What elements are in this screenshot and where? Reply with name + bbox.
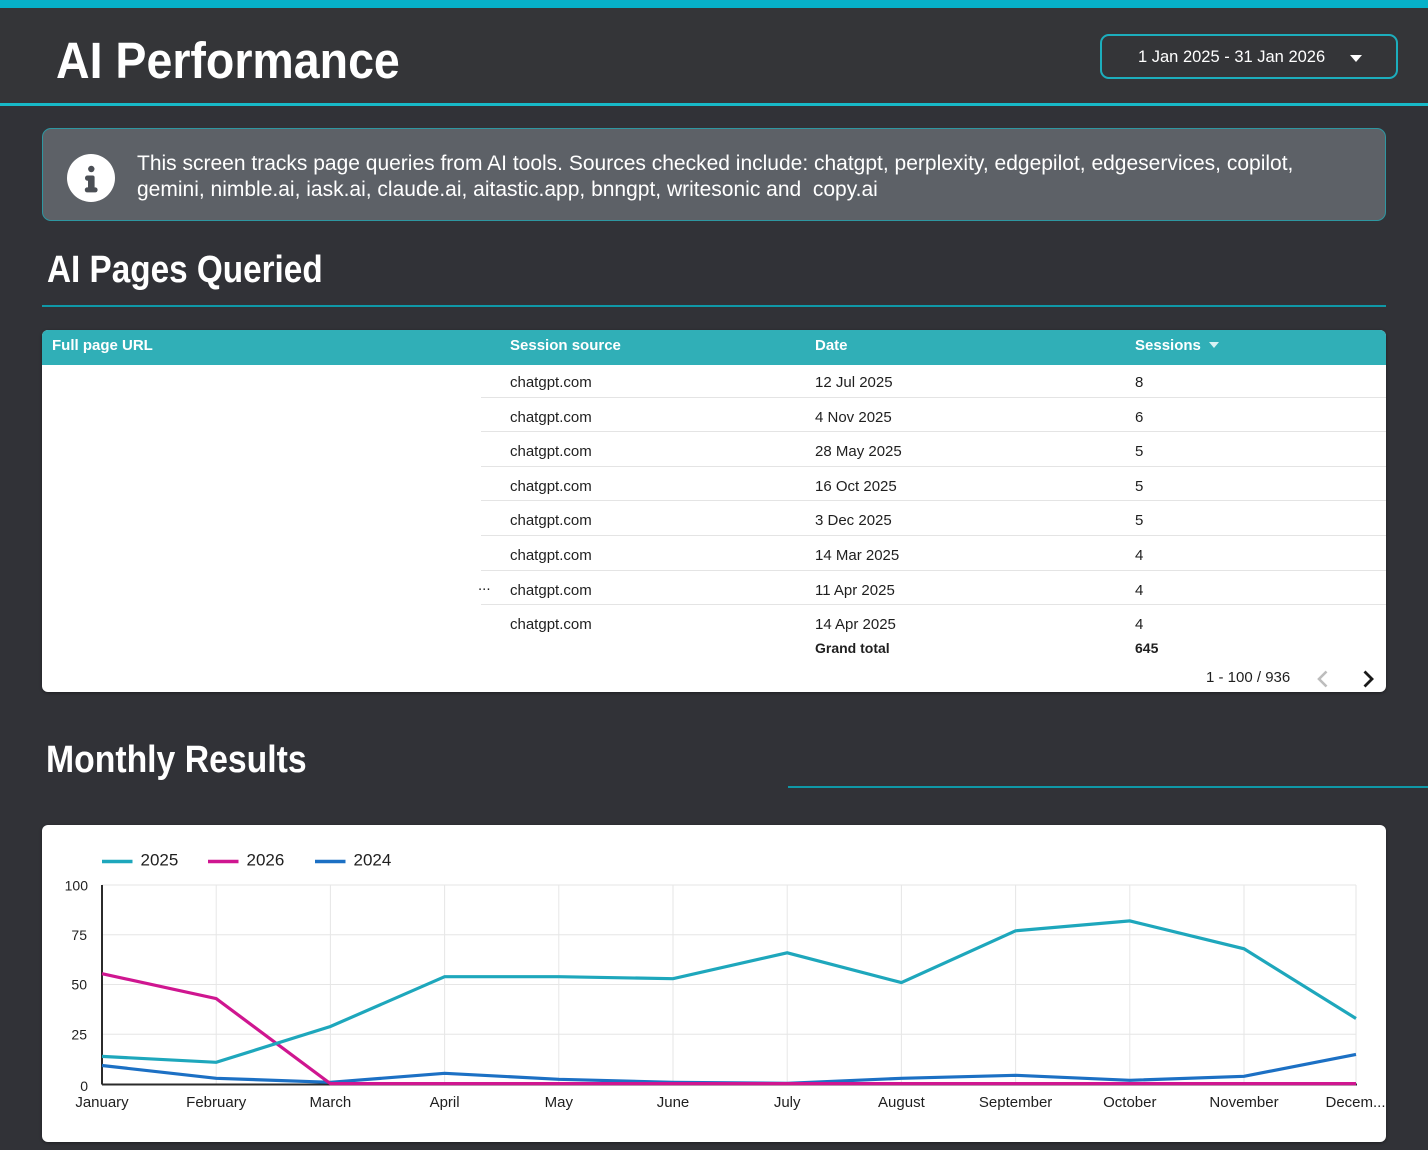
svg-text:100: 100 [65,878,89,894]
svg-text:July: July [774,1094,801,1111]
svg-text:2026: 2026 [247,851,285,870]
svg-text:August: August [878,1094,926,1111]
svg-text:February: February [186,1094,247,1111]
svg-text:November: November [1209,1094,1278,1111]
svg-text:Decem...: Decem... [1325,1094,1385,1111]
svg-text:25: 25 [71,1026,87,1042]
svg-text:January: January [75,1094,129,1111]
svg-text:2024: 2024 [354,851,392,870]
svg-text:September: September [979,1094,1052,1111]
svg-text:March: March [310,1094,352,1111]
svg-text:April: April [430,1094,460,1111]
svg-text:0: 0 [80,1078,88,1094]
svg-text:June: June [657,1094,690,1111]
svg-text:May: May [545,1094,574,1111]
svg-text:75: 75 [71,927,87,943]
svg-text:50: 50 [71,977,87,993]
svg-text:2025: 2025 [141,851,179,870]
svg-text:October: October [1103,1094,1156,1111]
